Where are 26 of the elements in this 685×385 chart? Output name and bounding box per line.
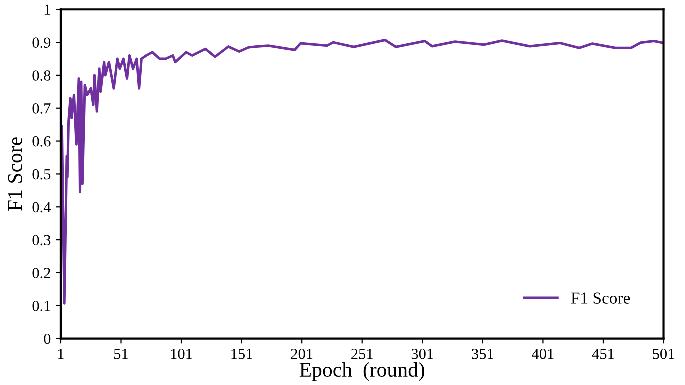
y-tick-label: 0.1 bbox=[32, 301, 50, 312]
y-tick-label: 0.9 bbox=[32, 38, 51, 48]
y-tick-label: 0.2 bbox=[32, 268, 50, 278]
legend-label: F1 Score bbox=[571, 292, 630, 304]
y-tick-label: 0.4 bbox=[32, 202, 52, 213]
x-tick-label: 251 bbox=[352, 349, 373, 360]
x-tick-label: 201 bbox=[291, 348, 313, 360]
y-tick-label: 0.8 bbox=[32, 70, 51, 81]
y-tick-label: 0.3 bbox=[32, 235, 51, 246]
y-tick-label: 0.5 bbox=[32, 169, 51, 180]
y-axis-title: F1 Score bbox=[8, 138, 22, 211]
x-tick-label: 401 bbox=[532, 348, 554, 360]
line-series bbox=[60, 38, 664, 305]
y-tick-label: 0.7 bbox=[32, 104, 51, 114]
x-tick-label: 351 bbox=[472, 349, 494, 360]
x-axis-title: Epoch (round) bbox=[300, 362, 425, 382]
y-tick-label: 0 bbox=[44, 334, 51, 344]
x-tick-label: 51 bbox=[114, 349, 128, 360]
x-tick-label: 101 bbox=[171, 348, 192, 360]
y-tick-label: 0.6 bbox=[32, 136, 51, 147]
x-tick-label: 501 bbox=[653, 348, 674, 360]
x-tick-label: 1 bbox=[58, 349, 64, 360]
x-tick-label: 301 bbox=[412, 348, 434, 360]
y-tick-label: 1 bbox=[44, 4, 50, 15]
x-tick-label: 151 bbox=[232, 349, 252, 360]
x-tick-label: 451 bbox=[592, 349, 614, 360]
